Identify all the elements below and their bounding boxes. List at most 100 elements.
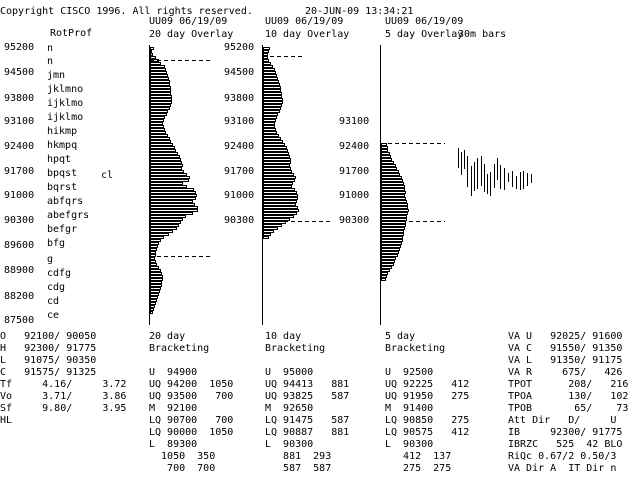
bracket-20-line: UQ 93500 700	[149, 391, 234, 402]
stat-tf: Tf 4.16/ 3.72	[0, 379, 127, 390]
copyright-text: Copyright CISCO 1996. All rights reserve…	[0, 6, 253, 17]
histogram-10-bar	[263, 182, 293, 185]
histogram-20-bar	[150, 284, 162, 287]
overlay-10-price-label: 93800	[224, 93, 255, 104]
price-label: 94500	[4, 67, 35, 78]
bracket-10-line: LQ 91475 587	[265, 415, 350, 426]
histogram-20-bar	[150, 53, 153, 56]
price-label: 95200	[4, 42, 35, 53]
histogram-10-bar	[263, 155, 290, 158]
histogram-5-bar	[381, 167, 397, 170]
histogram-10-bar	[263, 68, 275, 71]
histogram-5-bar	[381, 218, 407, 221]
histogram-20-bar	[150, 119, 164, 122]
histogram-10-bar	[263, 71, 276, 74]
rotprof-title: RotProf	[50, 28, 93, 39]
histogram-20-bar	[150, 236, 164, 239]
histogram-20-bar	[150, 131, 166, 134]
histogram-5-bar	[381, 152, 390, 155]
histogram-20-bar	[150, 125, 164, 128]
histogram-10-bar	[263, 101, 283, 104]
histogram-5-bar	[381, 188, 405, 191]
histogram-20-bar	[150, 107, 170, 110]
bracket-5-line: L 90300	[385, 439, 434, 450]
histogram-10-bar	[263, 227, 278, 230]
histogram-10-bar	[263, 188, 295, 191]
summary-high: H 92300/ 91775	[0, 343, 97, 354]
bracket-20-line: LQ 90000 1050	[149, 427, 234, 438]
histogram-20-bar	[150, 296, 158, 299]
overlay-10-price-label: 91700	[224, 166, 255, 177]
tpo-letters: befgr	[47, 224, 78, 235]
tpo-letters: hkmpq	[47, 140, 78, 151]
histogram-5-bar	[381, 191, 406, 194]
histogram-10-bar	[263, 83, 280, 86]
histogram-20-bar	[150, 203, 195, 206]
summary-open: O 92100/ 90050	[0, 331, 97, 342]
bracket-5-line: UQ 92225 412	[385, 379, 470, 390]
histogram-20-bar	[150, 50, 152, 53]
histogram-10-bar	[263, 62, 271, 65]
histogram-5-bar	[381, 182, 404, 185]
tpo-letters: cd	[47, 296, 60, 307]
histogram-10-bar	[263, 215, 294, 218]
tpo-letters: jklmno	[47, 84, 84, 95]
va-line: TPOT 208/ 216	[508, 379, 629, 390]
histogram-10-bar	[263, 218, 290, 221]
histogram-20-bar	[150, 68, 166, 71]
histogram-20-bar	[150, 176, 190, 179]
bracket-5-line: 275 275	[385, 463, 452, 474]
histogram-10-bar	[263, 140, 283, 143]
histogram-20-bar	[150, 116, 165, 119]
histogram-20-bar	[150, 149, 176, 152]
histogram-20-bar	[150, 263, 157, 266]
histogram-5-bar	[381, 242, 402, 245]
histogram-5-bar	[381, 164, 396, 167]
stat-hl: HL	[0, 415, 13, 426]
histogram-5-bar	[381, 170, 399, 173]
histogram-20-bar	[150, 242, 159, 245]
histogram-5-bar	[381, 155, 391, 158]
va-line: VA L 91350/ 91175	[508, 355, 623, 366]
histogram-20-bar	[150, 86, 171, 89]
histogram-5-bar	[381, 239, 403, 242]
tpo-letters: bqrst	[47, 182, 78, 193]
histogram-5-bar	[381, 194, 405, 197]
histogram-20-bar	[150, 230, 173, 233]
histogram-10-bar	[263, 65, 273, 68]
bracket-20-label: Bracketing	[149, 343, 210, 354]
histogram-10-bar	[263, 161, 291, 164]
histogram-5-bar	[381, 263, 394, 266]
histogram-10-bar	[263, 89, 281, 92]
histogram-20-bar	[150, 290, 160, 293]
price-label: 89600	[4, 240, 35, 251]
histogram-20-bar	[150, 278, 163, 281]
bracket-20-line: 1050 350	[149, 451, 216, 462]
bracket-10-line: LQ 90887 881	[265, 427, 350, 438]
histogram-10-bar	[263, 230, 274, 233]
price-label: 91000	[4, 190, 35, 201]
histogram-5-bar	[381, 215, 407, 218]
histogram-20-bar	[150, 167, 182, 170]
histogram-5-bar	[381, 212, 408, 215]
va-line: VA Dir A IT Dir n	[508, 463, 617, 474]
overlay-10-price-label: 90300	[224, 215, 255, 226]
histogram-20-bar	[150, 218, 183, 221]
histogram-10-bar	[263, 158, 291, 161]
histogram-20-bar	[150, 95, 172, 98]
bracket-20-line: M 92100	[149, 403, 198, 414]
bracket-10-label: Bracketing	[265, 343, 326, 354]
histogram-20-bar	[150, 173, 187, 176]
histogram-10-bar	[263, 98, 283, 101]
bracket-10-line: U 95000	[265, 367, 314, 378]
bracket-20-days: 20 day	[149, 331, 186, 342]
histogram-20-bar	[150, 251, 156, 254]
histogram-10-bar	[263, 179, 295, 182]
histogram-20-bar	[150, 281, 162, 284]
histogram-5-bar	[381, 146, 388, 149]
histogram-5-bar	[381, 266, 392, 269]
histogram-20-bar	[150, 305, 155, 308]
histogram-5-bar	[381, 206, 408, 209]
histogram-10-bar	[263, 149, 288, 152]
